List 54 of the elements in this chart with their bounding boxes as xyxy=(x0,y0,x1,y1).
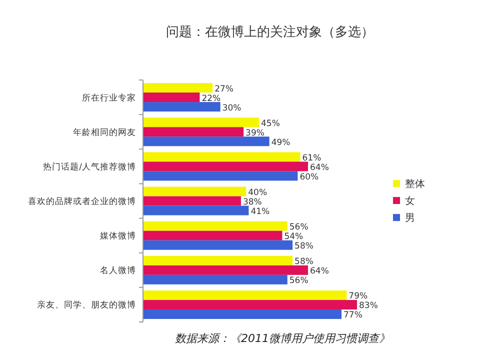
y-tick-label: 热门话题/人气推荐微博 xyxy=(43,161,136,172)
bar xyxy=(143,152,300,162)
data-label: 77% xyxy=(344,310,362,321)
data-label: 39% xyxy=(246,128,264,138)
bar xyxy=(143,196,241,206)
data-label: 49% xyxy=(271,138,290,148)
y-tick-label: 名人微博 xyxy=(100,265,136,276)
bar xyxy=(143,92,200,102)
bar xyxy=(143,118,260,128)
bar xyxy=(143,300,357,310)
bar xyxy=(143,290,347,300)
bar xyxy=(143,102,220,112)
data-label: 64% xyxy=(310,162,329,173)
bar xyxy=(143,206,249,216)
bar xyxy=(143,274,288,284)
y-tick-label: 所在行业专家 xyxy=(82,92,136,104)
data-label: 30% xyxy=(222,103,242,114)
source-note: 数据来源：《2011微博用户使用习惯调查》 xyxy=(175,332,390,345)
data-label: 54% xyxy=(284,232,304,242)
data-label: 38% xyxy=(242,198,262,208)
y-tick-label: 喜欢的品牌或者企业的微博 xyxy=(28,196,136,207)
bar xyxy=(143,230,282,240)
data-label: 58% xyxy=(294,242,314,252)
data-label: 41% xyxy=(250,207,270,217)
y-tick-label: 媒体微博 xyxy=(100,230,136,242)
bar xyxy=(143,265,308,275)
bar xyxy=(143,221,288,231)
bar xyxy=(143,162,308,172)
legend-label: 男 xyxy=(405,213,415,224)
chart-title: 问题：在微博上的关注对象（多选） xyxy=(166,25,374,40)
legend-label: 女 xyxy=(405,195,415,207)
data-label: 45% xyxy=(261,118,280,129)
bar xyxy=(143,127,244,137)
y-tick-label: 亲友、同学、朋友的微博 xyxy=(37,300,136,311)
data-label: 60% xyxy=(300,172,319,182)
data-label: 22% xyxy=(202,94,221,104)
bar xyxy=(143,136,270,146)
bar xyxy=(143,171,298,181)
bar xyxy=(143,309,342,319)
bar xyxy=(143,256,293,266)
bar xyxy=(143,83,213,93)
data-label: 27% xyxy=(214,84,234,94)
data-label: 83% xyxy=(359,301,378,312)
data-label: 64% xyxy=(310,266,329,277)
data-label: 40% xyxy=(248,188,268,198)
data-label: 56% xyxy=(289,222,308,233)
y-tick-label: 年龄相同的网友 xyxy=(73,126,136,138)
data-label: 79% xyxy=(348,292,368,302)
data-label: 61% xyxy=(302,153,322,164)
bar xyxy=(143,186,246,196)
bar xyxy=(143,240,293,250)
data-label: 56% xyxy=(289,276,308,286)
legend-label: 整体 xyxy=(405,178,425,190)
data-label: 58% xyxy=(294,257,314,268)
